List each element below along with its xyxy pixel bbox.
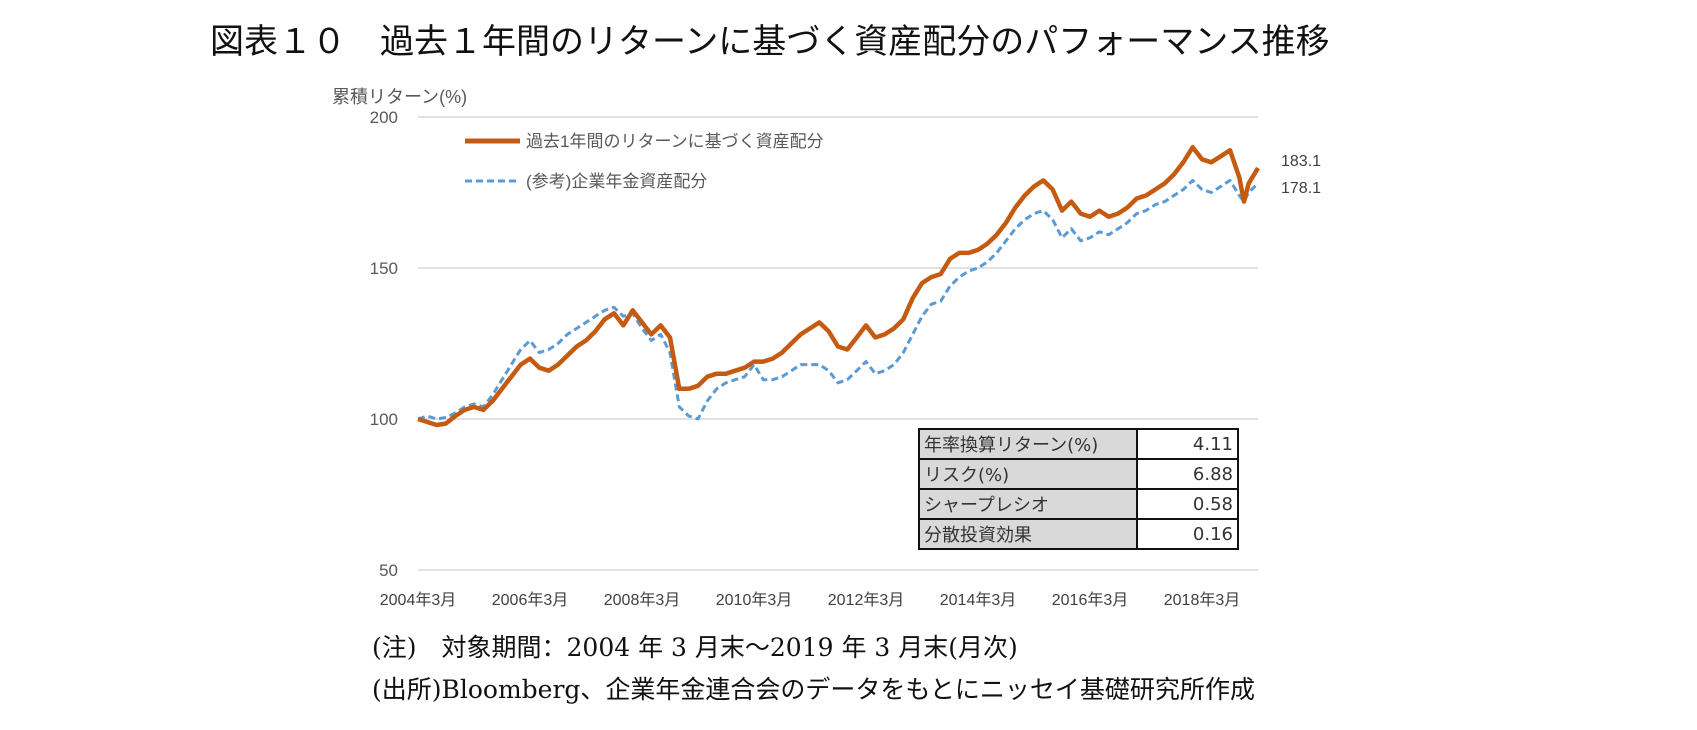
x-tick-label: 2014年3月 <box>940 591 1017 609</box>
stats-row-risk: リスク(%) 6.88 <box>918 458 1239 490</box>
stats-label-risk: リスク(%) <box>918 458 1138 490</box>
x-tick-label: 2012年3月 <box>828 591 905 609</box>
stats-label-diversification: 分散投資効果 <box>918 518 1138 550</box>
y-tick-label-100: 100 <box>370 410 398 429</box>
x-tick-label: 2010年3月 <box>716 591 793 609</box>
series-lines <box>417 144 1260 428</box>
stats-row-sharpe: シャープレシオ 0.58 <box>918 488 1239 520</box>
stats-row-diversification: 分散投資効果 0.16 <box>918 518 1239 550</box>
stats-value-sharpe: 0.58 <box>1136 488 1239 520</box>
end-label-0: 183.1 <box>1281 153 1321 170</box>
x-axis-ticks: 2004年3月 2006年3月 2008年3月 2010年3月 2012年3月 2014年… <box>380 591 1241 609</box>
note-source: (出所)Bloomberg、企業年金連合会のデータをもとにニッセイ基礎研究所作成 <box>372 675 1255 704</box>
y-axis-ticks: 50 100 150 200 <box>370 108 398 580</box>
y-tick-label-50: 50 <box>379 561 398 580</box>
line-chart: 累積リターン(%) 50 100 150 200 2004年3月 2006年3月 2008… <box>332 87 1321 609</box>
stats-value-diversification: 0.16 <box>1136 518 1239 550</box>
y-axis-label: 累積リターン(%) <box>332 87 467 107</box>
end-label-1: 178.1 <box>1281 180 1321 197</box>
stats-value-risk: 6.88 <box>1136 458 1239 490</box>
figure-title: 図表１０ 過去１年間のリターンに基づく資産配分のパフォーマンス推移 <box>210 22 1330 62</box>
y-tick-label-150: 150 <box>370 259 398 278</box>
gridlines <box>418 116 1258 571</box>
stats-table: 年率換算リターン(%) 4.11 リスク(%) 6.88 シャープレシオ 0.5… <box>918 428 1239 550</box>
legend: 過去1年間のリターンに基づく資産配分 (参考)企業年金資産配分 <box>465 132 824 191</box>
x-tick-label: 2018年3月 <box>1164 591 1241 609</box>
series-line-0 <box>417 144 1260 428</box>
legend-label-1: (参考)企業年金資産配分 <box>526 172 707 191</box>
x-tick-label: 2004年3月 <box>380 591 457 609</box>
note-period: (注) 対象期間：2004 年 3 月末～2019 年 3 月末(月次) <box>372 633 1018 662</box>
x-tick-label: 2006年3月 <box>492 591 569 609</box>
x-tick-label: 2008年3月 <box>604 591 681 609</box>
stats-label-annual-return: 年率換算リターン(%) <box>918 428 1138 460</box>
x-tick-label: 2016年3月 <box>1052 591 1129 609</box>
series-line-1 <box>417 178 1260 421</box>
legend-label-0: 過去1年間のリターンに基づく資産配分 <box>526 132 824 151</box>
end-labels: 183.1 178.1 <box>1281 153 1321 197</box>
stats-label-sharpe: シャープレシオ <box>918 488 1138 520</box>
y-tick-label-200: 200 <box>370 108 398 127</box>
stats-row-annual-return: 年率換算リターン(%) 4.11 <box>918 428 1239 460</box>
stats-value-annual-return: 4.11 <box>1136 428 1239 460</box>
